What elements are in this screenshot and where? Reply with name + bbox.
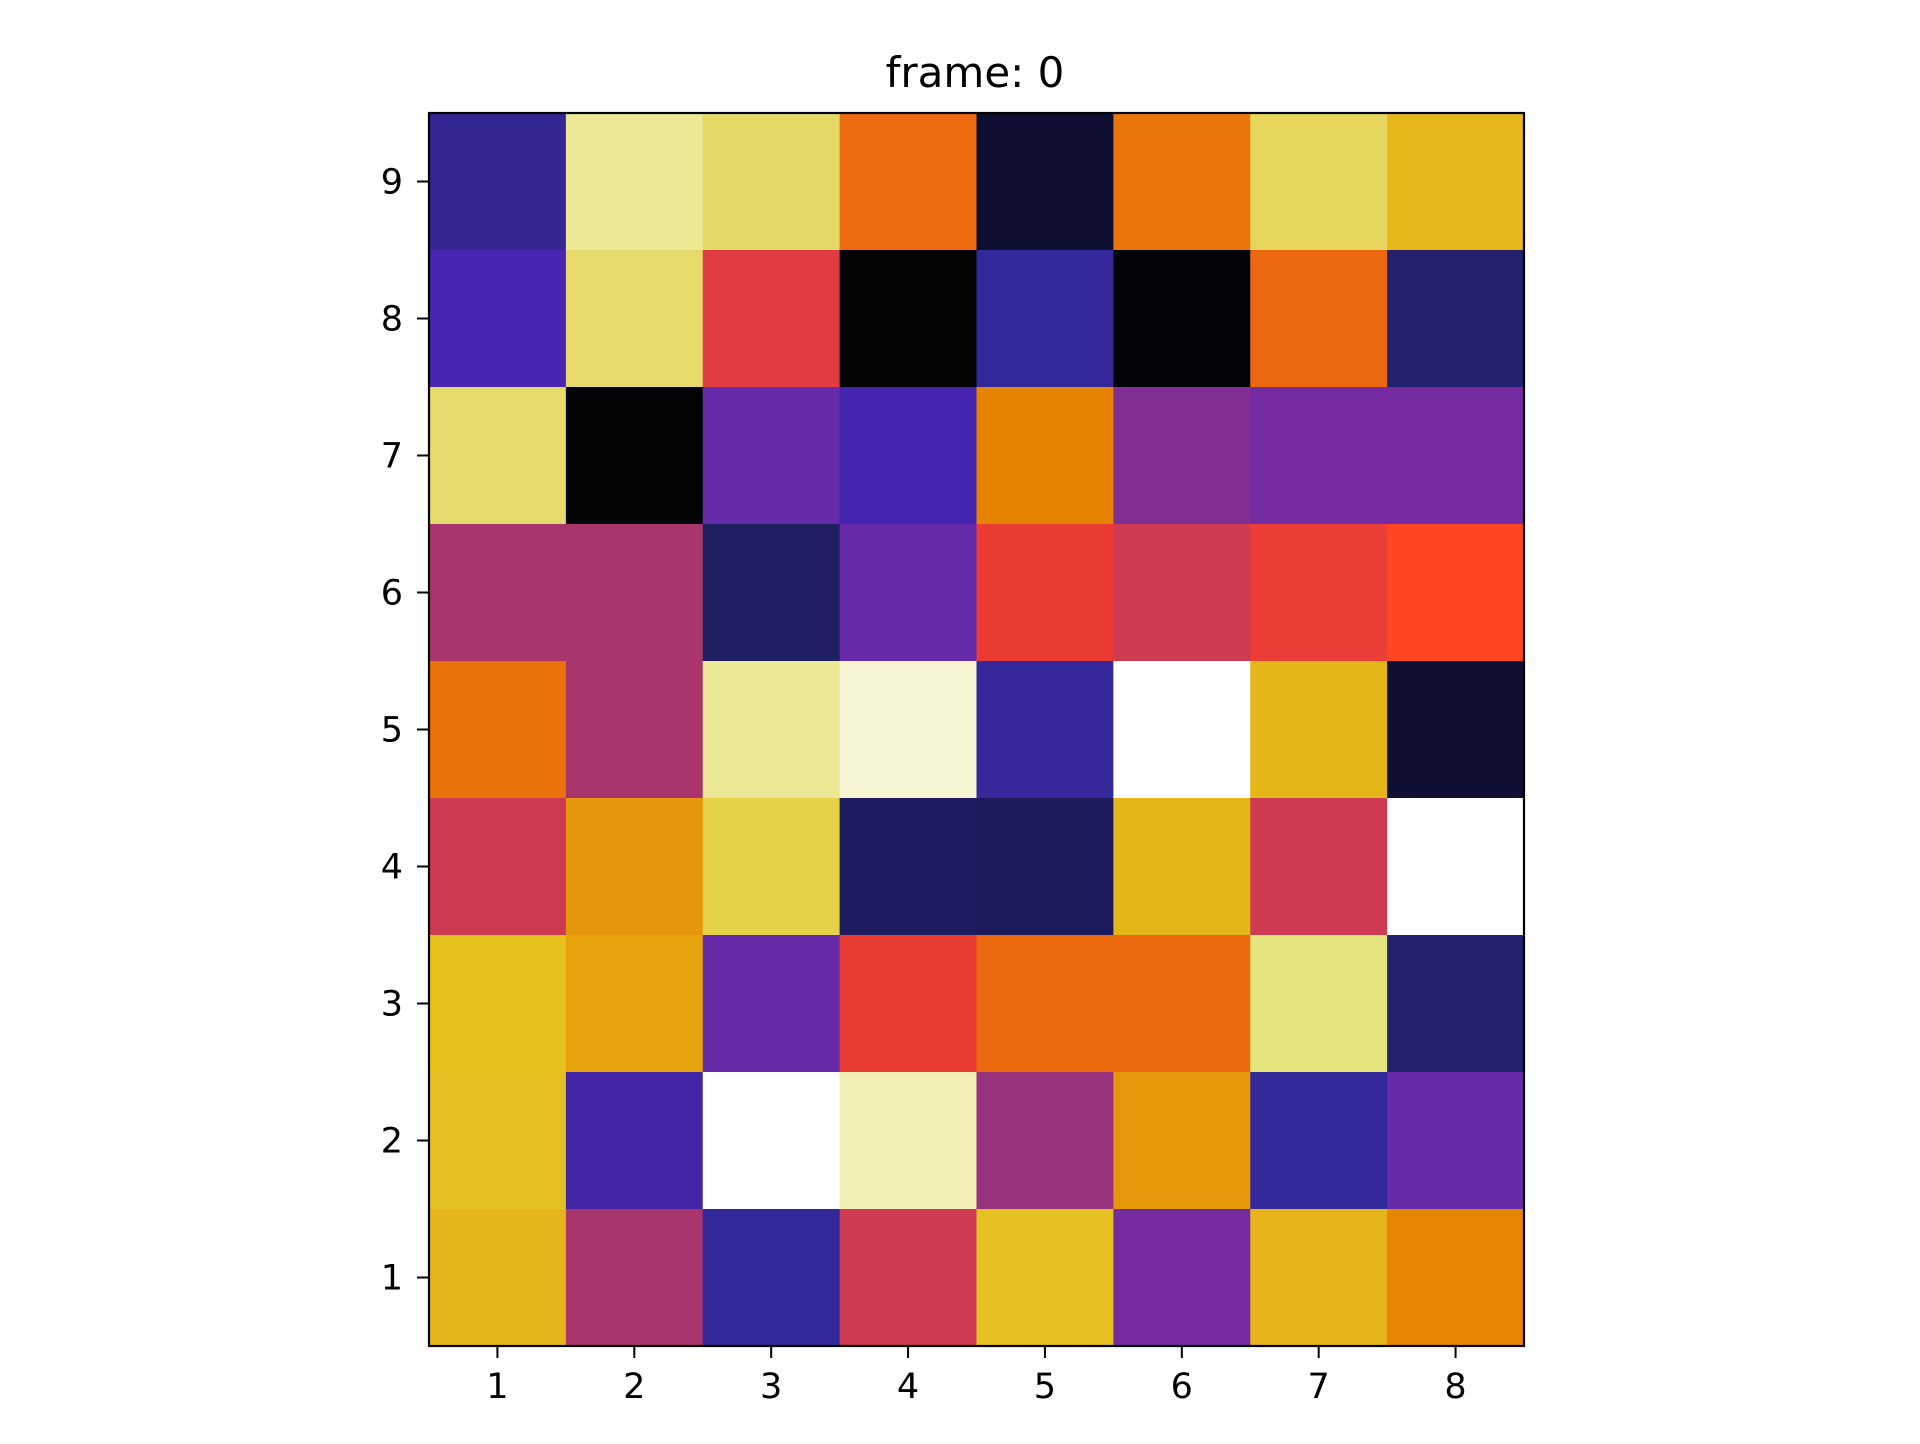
- axes: 1 2 3 4 5 6 7 8 1 2 3 4 5 6 7 8 9: [381, 111, 1526, 1407]
- heatmap-cell-x5-y7: [976, 387, 1114, 525]
- x-tick-label: 4: [897, 1367, 919, 1407]
- heatmap-cell-x6-y2: [1113, 1072, 1251, 1210]
- heatmap-cell-x1-y5: [429, 661, 567, 799]
- heatmap-cell-x2-y4: [565, 798, 704, 936]
- x-tick-label: 3: [760, 1367, 782, 1407]
- y-tick-label: 3: [381, 985, 403, 1025]
- x-tick-label: 1: [486, 1367, 508, 1407]
- heatmap-cell-x8-y2: [1387, 1072, 1525, 1210]
- heatmap-cell-x4-y8: [839, 250, 978, 388]
- heatmap-cell-x5-y2: [976, 1072, 1114, 1210]
- heatmap-cell-x8-y5: [1387, 661, 1525, 799]
- heatmap-cell-x5-y8: [976, 250, 1114, 388]
- chart-title: frame: 0: [886, 48, 1065, 97]
- heatmap-cell-x6-y5: [1113, 661, 1251, 799]
- heatmap-cell-x1-y3: [429, 935, 567, 1073]
- heatmap-cell-x7-y8: [1250, 250, 1388, 388]
- heatmap-cell-x3-y9: [702, 113, 841, 251]
- y-tick-label: 9: [381, 163, 403, 203]
- heatmap-cell-x2-y8: [565, 250, 704, 388]
- heatmap-cell-x5-y5: [976, 661, 1114, 799]
- heatmap-cell-x7-y4: [1250, 798, 1388, 936]
- heatmap-cell-x4-y5: [839, 661, 978, 799]
- heatmap-cell-x2-y6: [565, 524, 704, 662]
- heatmap-cell-x8-y7: [1387, 387, 1525, 525]
- heatmap-cell-x8-y9: [1387, 113, 1525, 251]
- heatmap-cell-x3-y6: [702, 524, 841, 662]
- heatmap-cell-x4-y9: [839, 113, 978, 251]
- heatmap-cell-x4-y1: [839, 1209, 978, 1347]
- heatmap-cell-x8-y6: [1387, 524, 1525, 662]
- heatmap-cell-x3-y3: [702, 935, 841, 1073]
- heatmap-cell-x4-y3: [839, 935, 978, 1073]
- heatmap-cell-x4-y7: [839, 387, 978, 525]
- heatmap-cell-x4-y2: [839, 1072, 978, 1210]
- heatmap-cell-x3-y1: [702, 1209, 841, 1347]
- heatmap-cell-x1-y4: [429, 798, 567, 936]
- y-tick-label: 2: [381, 1122, 403, 1162]
- heatmap-cell-x5-y1: [976, 1209, 1114, 1347]
- heatmap-cell-x3-y8: [702, 250, 841, 388]
- heatmap-cell-x6-y9: [1113, 113, 1251, 251]
- heatmap-cell-x8-y3: [1387, 935, 1525, 1073]
- heatmap-cell-x7-y6: [1250, 524, 1388, 662]
- heatmap-cell-x7-y3: [1250, 935, 1388, 1073]
- x-tick-label: 5: [1034, 1367, 1056, 1407]
- heatmap-cell-x8-y8: [1387, 250, 1525, 388]
- heatmap-cell-x8-y4: [1387, 798, 1525, 936]
- x-tick-label: 6: [1171, 1367, 1193, 1407]
- heatmap-cell-x1-y6: [429, 524, 567, 662]
- heatmap-cell-x3-y5: [702, 661, 841, 799]
- y-tick-label: 7: [381, 437, 403, 477]
- heatmap-cell-x2-y9: [565, 113, 704, 251]
- y-tick-label: 4: [381, 848, 403, 888]
- heatmap-cell-x7-y5: [1250, 661, 1388, 799]
- heatmap-cell-x5-y9: [976, 113, 1114, 251]
- heatmap-cell-x2-y5: [565, 661, 704, 799]
- heatmap-cell-x3-y4: [702, 798, 841, 936]
- heatmap-cell-x5-y4: [976, 798, 1114, 936]
- y-tick-label: 6: [381, 574, 403, 614]
- heatmap-cell-x4-y4: [839, 798, 978, 936]
- heatmap-cell-x2-y1: [565, 1209, 704, 1347]
- heatmap-cell-x6-y7: [1113, 387, 1251, 525]
- heatmap-cell-x1-y2: [429, 1072, 567, 1210]
- heatmap-cell-x7-y2: [1250, 1072, 1388, 1210]
- heatmap-cell-x4-y6: [839, 524, 978, 662]
- heatmap-cell-x3-y2: [702, 1072, 841, 1210]
- heatmap-cell-x1-y8: [429, 250, 567, 388]
- heatmap-cell-x5-y3: [976, 935, 1114, 1073]
- heatmap-cell-x6-y4: [1113, 798, 1251, 936]
- heatmap-cell-x6-y6: [1113, 524, 1251, 662]
- heatmap-cell-x5-y6: [976, 524, 1114, 662]
- heatmap-cell-x7-y1: [1250, 1209, 1388, 1347]
- heatmap-cell-x1-y9: [429, 113, 567, 251]
- heatmap-cell-x2-y2: [565, 1072, 704, 1210]
- heatmap-cell-x6-y1: [1113, 1209, 1251, 1347]
- x-tick-label: 7: [1308, 1367, 1330, 1407]
- heatmap-cell-x2-y7: [565, 387, 704, 525]
- heatmap-cell-x6-y3: [1113, 935, 1251, 1073]
- heatmap-cell-x7-y7: [1250, 387, 1388, 525]
- heatmap-cells: [429, 113, 1525, 1347]
- heatmap-cell-x8-y1: [1387, 1209, 1525, 1347]
- x-tick-label: 8: [1444, 1367, 1466, 1407]
- heatmap-cell-x7-y9: [1250, 113, 1388, 251]
- heatmap-cell-x1-y7: [429, 387, 567, 525]
- x-tick-label: 2: [623, 1367, 645, 1407]
- heatmap-cell-x1-y1: [429, 1209, 567, 1347]
- heatmap-cell-x2-y3: [565, 935, 704, 1073]
- heatmap-cell-x3-y7: [702, 387, 841, 525]
- y-tick-label: 8: [381, 300, 403, 340]
- y-tick-label: 1: [381, 1259, 403, 1299]
- y-tick-label: 5: [381, 711, 403, 751]
- heatmap-cell-x6-y8: [1113, 250, 1251, 388]
